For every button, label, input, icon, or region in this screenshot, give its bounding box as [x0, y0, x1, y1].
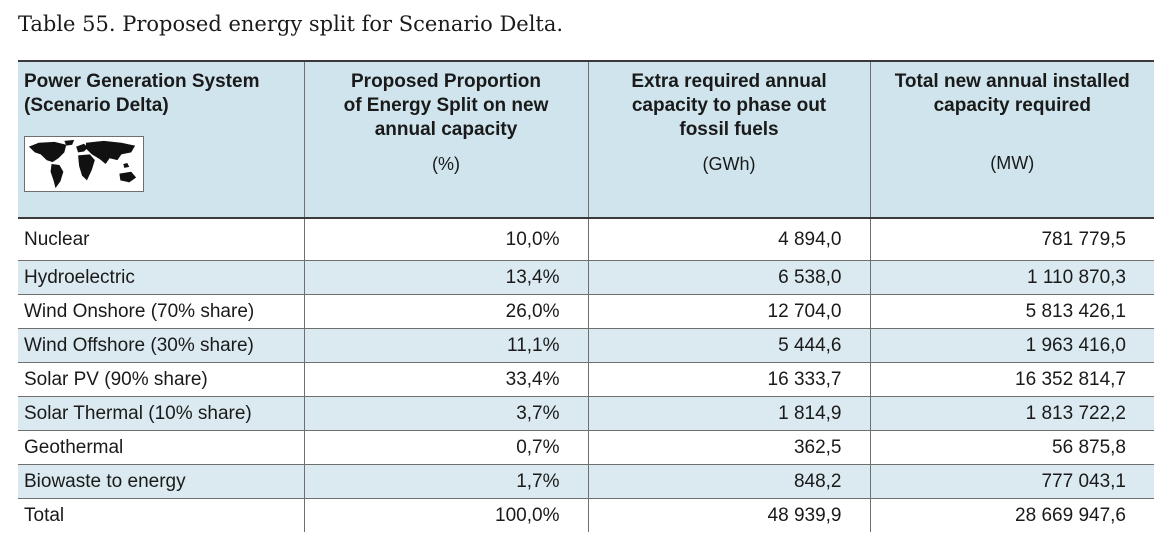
system-cell: Biowaste to energy [18, 464, 304, 499]
system-cell: Hydroelectric [18, 260, 304, 295]
table-header-row: Power Generation System (Scenario Delta)… [18, 60, 1154, 219]
total-row: Total 100,0% 48 939,9 28 669 947,6 [18, 498, 1154, 532]
total-capacity-cell: 56 875,8 [869, 430, 1154, 465]
total-capacity-cell: 16 352 814,7 [869, 362, 1154, 397]
extra-capacity-cell: 848,2 [587, 464, 870, 499]
table-row: Nuclear 10,0% 4 894,0 781 779,5 [18, 218, 1154, 261]
extra-capacity-cell: 4 894,0 [587, 218, 870, 261]
header-extra-required-capacity: Extra required annual capacity to phase … [587, 60, 870, 219]
header-power-generation-system: Power Generation System (Scenario Delta) [18, 60, 304, 219]
proportion-cell: 0,7% [303, 430, 588, 465]
header-line: fossil fuels [679, 119, 779, 140]
extra-capacity-cell: 6 538,0 [587, 260, 870, 295]
total-capacity-cell: 5 813 426,1 [869, 294, 1154, 329]
system-cell: Geothermal [18, 430, 304, 465]
system-cell: Wind Offshore (30% share) [18, 328, 304, 363]
system-cell: Solar Thermal (10% share) [18, 396, 304, 431]
extra-capacity-cell: 48 939,9 [587, 498, 870, 532]
extra-capacity-cell: 362,5 [587, 430, 870, 465]
table-row: Solar Thermal (10% share) 3,7% 1 814,9 1… [18, 396, 1154, 431]
total-capacity-cell: 781 779,5 [869, 218, 1154, 261]
total-capacity-cell: 28 669 947,6 [869, 498, 1154, 532]
header-line: (Scenario Delta) [24, 95, 169, 116]
system-cell: Solar PV (90% share) [18, 362, 304, 397]
total-capacity-cell: 1 813 722,2 [869, 396, 1154, 431]
header-unit: (%) [432, 154, 460, 174]
world-map-icon [24, 136, 144, 192]
extra-capacity-cell: 12 704,0 [587, 294, 870, 329]
table-row: Wind Offshore (30% share) 11,1% 5 444,6 … [18, 328, 1154, 363]
total-capacity-cell: 1 963 416,0 [869, 328, 1154, 363]
total-capacity-cell: 777 043,1 [869, 464, 1154, 499]
header-line: Total new annual installed [894, 71, 1130, 92]
proportion-cell: 11,1% [303, 328, 588, 363]
system-cell: Wind Onshore (70% share) [18, 294, 304, 329]
energy-split-table: Power Generation System (Scenario Delta)… [18, 60, 1154, 532]
extra-capacity-cell: 1 814,9 [587, 396, 870, 431]
extra-capacity-cell: 16 333,7 [587, 362, 870, 397]
proportion-cell: 10,0% [303, 218, 588, 261]
proportion-cell: 33,4% [303, 362, 588, 397]
table-row: Wind Onshore (70% share) 26,0% 12 704,0 … [18, 294, 1154, 329]
table-row: Geothermal 0,7% 362,5 56 875,8 [18, 430, 1154, 465]
header-line: capacity required [933, 95, 1091, 116]
proportion-cell: 3,7% [303, 396, 588, 431]
table-row: Solar PV (90% share) 33,4% 16 333,7 16 3… [18, 362, 1154, 397]
header-total-installed-capacity: Total new annual installed capacity requ… [869, 60, 1154, 219]
header-line: annual capacity [374, 119, 518, 140]
proportion-cell: 26,0% [303, 294, 588, 329]
extra-capacity-cell: 5 444,6 [587, 328, 870, 363]
header-line: Extra required annual [631, 71, 827, 92]
header-line: Proposed Proportion [351, 71, 541, 92]
total-capacity-cell: 1 110 870,3 [869, 260, 1154, 295]
proportion-cell: 1,7% [303, 464, 588, 499]
proportion-cell: 13,4% [303, 260, 588, 295]
header-line: Power Generation System [24, 71, 260, 92]
system-cell: Total [24, 504, 65, 526]
header-proposed-proportion: Proposed Proportion of Energy Split on n… [303, 60, 588, 219]
system-cell: Nuclear [18, 218, 304, 261]
header-unit: (MW) [990, 153, 1035, 173]
table-row: Hydroelectric 13,4% 6 538,0 1 110 870,3 [18, 260, 1154, 295]
table-caption: Table 55. Proposed energy split for Scen… [18, 12, 564, 36]
header-unit: (GWh) [702, 154, 756, 174]
header-line: capacity to phase out [631, 95, 827, 116]
table-row: Biowaste to energy 1,7% 848,2 777 043,1 [18, 464, 1154, 499]
proportion-cell: 100,0% [303, 498, 588, 532]
header-line: of Energy Split on new [343, 95, 549, 116]
